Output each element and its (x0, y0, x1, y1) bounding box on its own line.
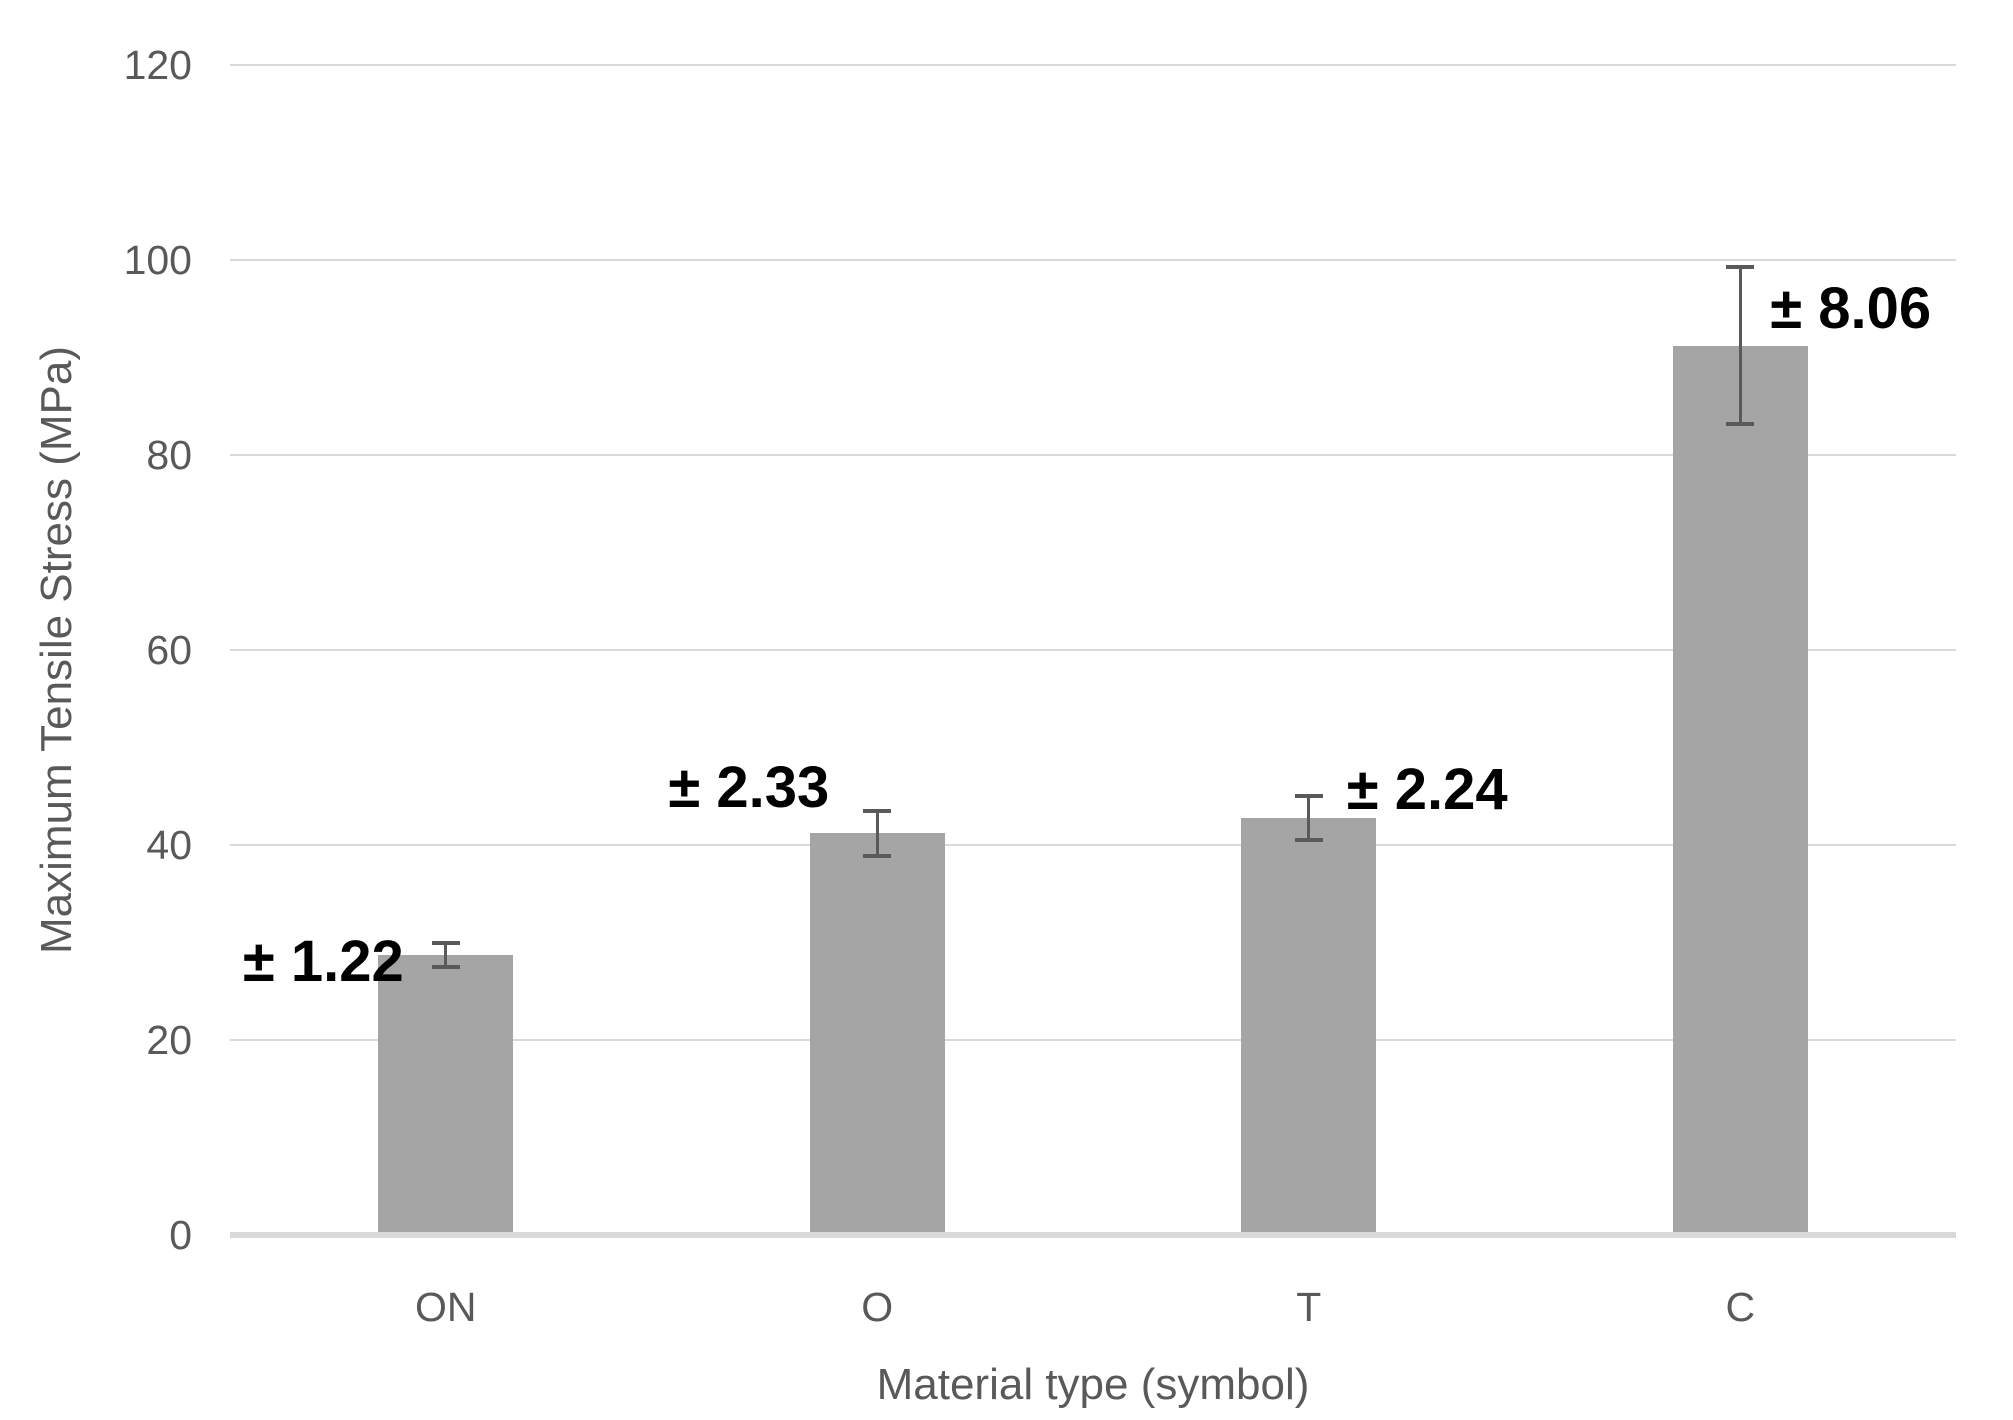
y-tick-label-120: 120 (123, 42, 192, 88)
error-label-on: ± 1.22 (242, 929, 404, 995)
gridline-20 (230, 1039, 1956, 1041)
bar-o (809, 833, 945, 1235)
y-tick-label-20: 20 (146, 1017, 192, 1063)
error-bar-bottom-cap-on (431, 965, 460, 970)
x-tick-label-on: ON (415, 1284, 477, 1330)
bar-on (378, 955, 514, 1235)
x-tick-label-o: O (861, 1284, 894, 1330)
y-tick-label-0: 0 (169, 1212, 192, 1258)
error-label-t: ± 2.24 (1346, 756, 1508, 822)
y-tick-label-80: 80 (146, 432, 192, 478)
error-bar-top-cap-c (1726, 265, 1755, 270)
y-axis-title: Maximum Tensile Stress (MPa) (32, 346, 81, 954)
bar-t (1241, 817, 1377, 1235)
error-bar-bottom-cap-o (863, 854, 892, 859)
y-tick-label-60: 60 (146, 627, 192, 673)
error-bar-line-on (444, 943, 448, 968)
gridline-60 (230, 649, 1956, 651)
error-label-c: ± 8.06 (1770, 276, 1932, 342)
bar-c (1672, 345, 1808, 1235)
x-tick-label-t: T (1296, 1284, 1322, 1330)
error-bar-bottom-cap-t (1294, 837, 1323, 842)
y-tick-label-40: 40 (146, 822, 192, 868)
error-bar-line-c (1738, 267, 1742, 425)
error-bar-bottom-cap-c (1726, 422, 1755, 427)
x-tick-label-c: C (1725, 1284, 1756, 1330)
gridline-100 (230, 259, 1956, 261)
x-axis-line (230, 1232, 1956, 1238)
x-axis-title: Material type (symbol) (876, 1360, 1310, 1409)
error-bar-top-cap-o (863, 808, 892, 813)
error-bar-line-o (875, 810, 879, 856)
error-bar-top-cap-t (1294, 793, 1323, 798)
error-label-o: ± 2.33 (668, 755, 830, 821)
gridline-40 (230, 844, 1956, 846)
error-bar-top-cap-on (431, 941, 460, 946)
error-bar-line-t (1307, 795, 1311, 840)
gridline-120 (230, 64, 1956, 66)
gridline-80 (230, 454, 1956, 456)
y-tick-label-100: 100 (123, 237, 192, 283)
